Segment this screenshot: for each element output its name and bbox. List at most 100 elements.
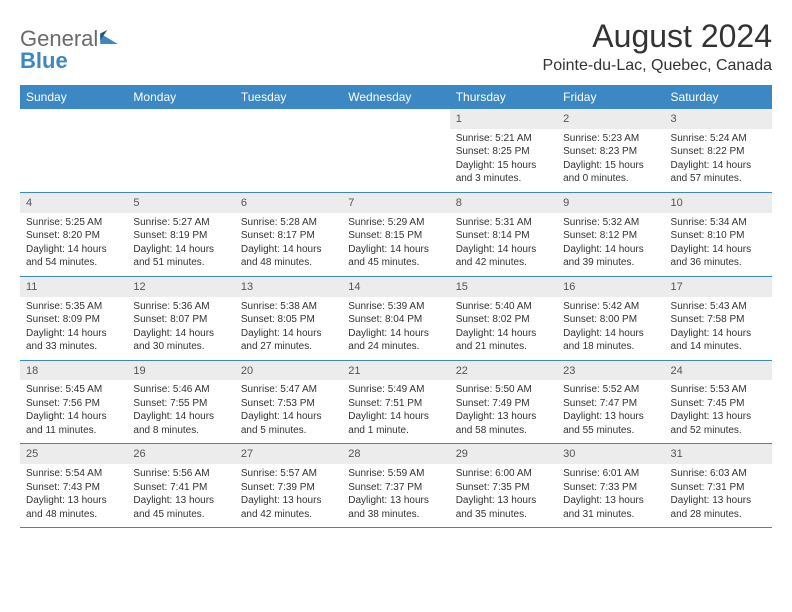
- day-sunset: Sunset: 7:39 PM: [235, 481, 342, 495]
- day-daylight1: Daylight: 13 hours: [342, 494, 449, 508]
- day-number: 25: [20, 444, 127, 464]
- day-cell: 21Sunrise: 5:49 AMSunset: 7:51 PMDayligh…: [342, 361, 449, 444]
- day-daylight2: and 35 minutes.: [450, 508, 557, 522]
- day-cell: 31Sunrise: 6:03 AMSunset: 7:31 PMDayligh…: [665, 444, 772, 527]
- day-cell: 3Sunrise: 5:24 AMSunset: 8:22 PMDaylight…: [665, 109, 772, 192]
- weekday-header: Wednesday: [342, 85, 449, 109]
- day-number: 29: [450, 444, 557, 464]
- day-daylight2: and 45 minutes.: [127, 508, 234, 522]
- day-number: 26: [127, 444, 234, 464]
- day-number: 19: [127, 361, 234, 381]
- day-daylight1: Daylight: 15 hours: [557, 159, 664, 173]
- day-daylight2: and 57 minutes.: [665, 172, 772, 186]
- day-number: 17: [665, 277, 772, 297]
- day-daylight2: and 8 minutes.: [127, 424, 234, 438]
- month-title: August 2024: [543, 18, 772, 55]
- day-number: 5: [127, 193, 234, 213]
- day-sunset: Sunset: 8:04 PM: [342, 313, 449, 327]
- day-daylight1: Daylight: 14 hours: [342, 243, 449, 257]
- day-daylight1: Daylight: 14 hours: [557, 243, 664, 257]
- day-daylight2: and 52 minutes.: [665, 424, 772, 438]
- day-daylight1: Daylight: 14 hours: [342, 410, 449, 424]
- day-daylight1: Daylight: 15 hours: [450, 159, 557, 173]
- day-cell: 8Sunrise: 5:31 AMSunset: 8:14 PMDaylight…: [450, 193, 557, 276]
- day-daylight2: and 36 minutes.: [665, 256, 772, 270]
- day-sunset: Sunset: 7:31 PM: [665, 481, 772, 495]
- day-sunset: Sunset: 8:23 PM: [557, 145, 664, 159]
- day-sunrise: Sunrise: 5:40 AM: [450, 300, 557, 314]
- day-number: 6: [235, 193, 342, 213]
- day-daylight2: and 24 minutes.: [342, 340, 449, 354]
- day-sunrise: Sunrise: 5:29 AM: [342, 216, 449, 230]
- day-daylight2: and 51 minutes.: [127, 256, 234, 270]
- day-daylight1: Daylight: 13 hours: [20, 494, 127, 508]
- day-daylight2: and 0 minutes.: [557, 172, 664, 186]
- day-daylight1: Daylight: 13 hours: [450, 410, 557, 424]
- week-row: 25Sunrise: 5:54 AMSunset: 7:43 PMDayligh…: [20, 444, 772, 528]
- day-daylight1: Daylight: 13 hours: [127, 494, 234, 508]
- day-number: 22: [450, 361, 557, 381]
- day-cell: 24Sunrise: 5:53 AMSunset: 7:45 PMDayligh…: [665, 361, 772, 444]
- day-cell: 1Sunrise: 5:21 AMSunset: 8:25 PMDaylight…: [450, 109, 557, 192]
- day-cell: 26Sunrise: 5:56 AMSunset: 7:41 PMDayligh…: [127, 444, 234, 527]
- calendar: SundayMondayTuesdayWednesdayThursdayFrid…: [20, 85, 772, 528]
- day-cell: 15Sunrise: 5:40 AMSunset: 8:02 PMDayligh…: [450, 277, 557, 360]
- day-sunrise: Sunrise: 5:43 AM: [665, 300, 772, 314]
- day-sunrise: Sunrise: 5:34 AM: [665, 216, 772, 230]
- day-sunset: Sunset: 8:12 PM: [557, 229, 664, 243]
- day-cell: 10Sunrise: 5:34 AMSunset: 8:10 PMDayligh…: [665, 193, 772, 276]
- day-cell: 18Sunrise: 5:45 AMSunset: 7:56 PMDayligh…: [20, 361, 127, 444]
- week-row: 1Sunrise: 5:21 AMSunset: 8:25 PMDaylight…: [20, 109, 772, 193]
- day-daylight2: and 33 minutes.: [20, 340, 127, 354]
- day-number-empty: [342, 109, 449, 127]
- day-cell: 11Sunrise: 5:35 AMSunset: 8:09 PMDayligh…: [20, 277, 127, 360]
- day-sunrise: Sunrise: 5:24 AM: [665, 132, 772, 146]
- day-cell: 2Sunrise: 5:23 AMSunset: 8:23 PMDaylight…: [557, 109, 664, 192]
- day-number: 20: [235, 361, 342, 381]
- day-cell: 6Sunrise: 5:28 AMSunset: 8:17 PMDaylight…: [235, 193, 342, 276]
- weekday-header: Thursday: [450, 85, 557, 109]
- day-number: 4: [20, 193, 127, 213]
- location-text: Pointe-du-Lac, Quebec, Canada: [543, 57, 772, 75]
- day-daylight2: and 30 minutes.: [127, 340, 234, 354]
- title-block: August 2024 Pointe-du-Lac, Quebec, Canad…: [543, 18, 772, 75]
- day-daylight1: Daylight: 13 hours: [557, 494, 664, 508]
- day-cell: 13Sunrise: 5:38 AMSunset: 8:05 PMDayligh…: [235, 277, 342, 360]
- day-sunset: Sunset: 7:37 PM: [342, 481, 449, 495]
- day-sunrise: Sunrise: 5:39 AM: [342, 300, 449, 314]
- day-sunrise: Sunrise: 6:03 AM: [665, 467, 772, 481]
- day-sunrise: Sunrise: 5:53 AM: [665, 383, 772, 397]
- day-sunrise: Sunrise: 6:01 AM: [557, 467, 664, 481]
- day-daylight2: and 42 minutes.: [450, 256, 557, 270]
- day-number: 15: [450, 277, 557, 297]
- day-daylight1: Daylight: 13 hours: [665, 494, 772, 508]
- day-daylight2: and 38 minutes.: [342, 508, 449, 522]
- day-sunset: Sunset: 8:07 PM: [127, 313, 234, 327]
- day-sunrise: Sunrise: 5:31 AM: [450, 216, 557, 230]
- day-cell: 30Sunrise: 6:01 AMSunset: 7:33 PMDayligh…: [557, 444, 664, 527]
- day-cell: [342, 109, 449, 192]
- day-cell: 23Sunrise: 5:52 AMSunset: 7:47 PMDayligh…: [557, 361, 664, 444]
- day-cell: 16Sunrise: 5:42 AMSunset: 8:00 PMDayligh…: [557, 277, 664, 360]
- day-sunset: Sunset: 8:15 PM: [342, 229, 449, 243]
- day-daylight2: and 45 minutes.: [342, 256, 449, 270]
- day-daylight1: Daylight: 14 hours: [235, 410, 342, 424]
- day-number: 14: [342, 277, 449, 297]
- day-sunset: Sunset: 7:47 PM: [557, 397, 664, 411]
- day-cell: 4Sunrise: 5:25 AMSunset: 8:20 PMDaylight…: [20, 193, 127, 276]
- day-number: 12: [127, 277, 234, 297]
- day-daylight2: and 31 minutes.: [557, 508, 664, 522]
- day-sunrise: Sunrise: 5:28 AM: [235, 216, 342, 230]
- day-daylight2: and 48 minutes.: [20, 508, 127, 522]
- day-cell: 12Sunrise: 5:36 AMSunset: 8:07 PMDayligh…: [127, 277, 234, 360]
- day-daylight1: Daylight: 13 hours: [450, 494, 557, 508]
- day-sunrise: Sunrise: 5:52 AM: [557, 383, 664, 397]
- day-daylight1: Daylight: 14 hours: [20, 327, 127, 341]
- weeks-container: 1Sunrise: 5:21 AMSunset: 8:25 PMDaylight…: [20, 109, 772, 528]
- day-daylight2: and 3 minutes.: [450, 172, 557, 186]
- weekday-header: Friday: [557, 85, 664, 109]
- day-cell: 7Sunrise: 5:29 AMSunset: 8:15 PMDaylight…: [342, 193, 449, 276]
- day-sunrise: Sunrise: 5:27 AM: [127, 216, 234, 230]
- day-sunset: Sunset: 8:02 PM: [450, 313, 557, 327]
- header: GeneralBlue August 2024 Pointe-du-Lac, Q…: [20, 18, 772, 75]
